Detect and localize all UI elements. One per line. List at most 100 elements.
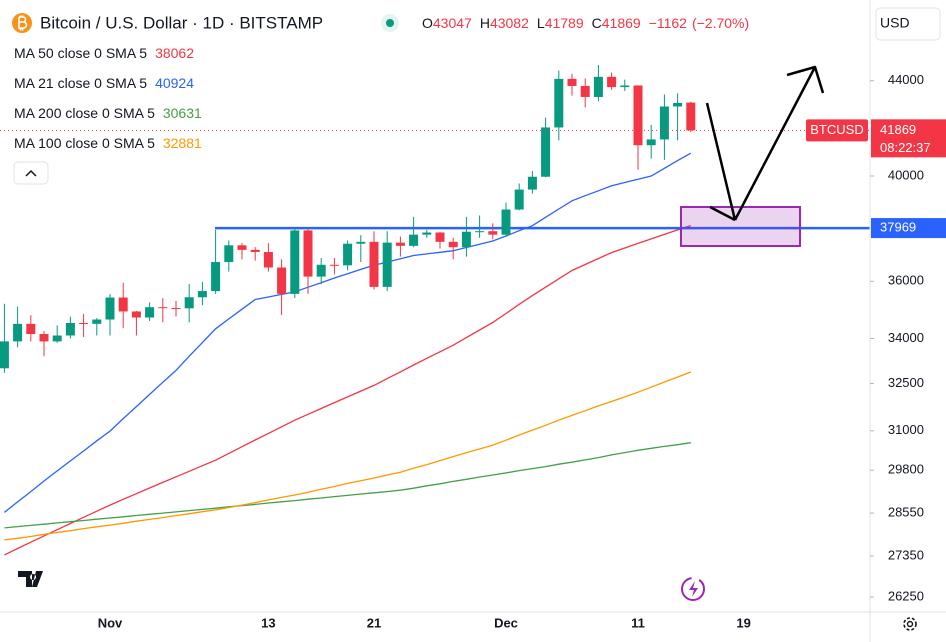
candle-body — [593, 76, 603, 97]
plot-area — [0, 64, 870, 556]
candle-body — [527, 176, 537, 190]
y-tick-label: 40000 — [888, 167, 924, 182]
settings-icon[interactable] — [903, 617, 917, 631]
price-tag: 41869 — [880, 122, 916, 137]
symbol-tag-box — [806, 119, 868, 142]
settings-hub — [906, 620, 914, 628]
y-tick-label: 26250 — [888, 588, 924, 603]
candle-body — [0, 341, 9, 369]
zone-rectangle[interactable] — [680, 206, 801, 247]
tradingview-logo[interactable] — [18, 571, 43, 587]
candle-body — [356, 241, 366, 244]
x-tick-label: 21 — [367, 615, 381, 630]
candle-body — [580, 85, 590, 97]
candle-body — [343, 243, 353, 266]
legend-value: 40924 — [155, 75, 194, 91]
candle-body — [197, 291, 207, 298]
candle-body — [382, 242, 392, 287]
ohlc-value: 41869 — [602, 15, 641, 31]
candle-body — [158, 307, 168, 309]
candle-body — [316, 264, 326, 277]
currency-label: USD — [880, 15, 910, 31]
candle-body — [567, 78, 577, 86]
countdown: 08:22:37 — [880, 140, 931, 155]
candle-body — [686, 102, 696, 131]
y-tick-label: 32500 — [888, 375, 924, 390]
symbol-tag: BTCUSD — [810, 122, 863, 137]
market-status-dot — [386, 19, 394, 27]
candle-body — [488, 231, 498, 235]
ohlc-value: 43047 — [433, 15, 472, 31]
candle-body — [461, 231, 471, 248]
x-tick-label: 11 — [631, 615, 645, 630]
candle-body — [79, 322, 89, 324]
ohlc-label: H — [480, 15, 490, 31]
candle-body — [395, 242, 405, 246]
y-tick-label: 36000 — [888, 273, 924, 288]
legend: MA 50 close 0 SMA 5 38062 MA 21 close 0 SM… — [14, 45, 202, 151]
level-tag-box — [871, 218, 946, 239]
legend-name: MA 50 close 0 SMA 5 — [14, 45, 147, 61]
candle-body — [303, 230, 313, 277]
legend-name: MA 100 close 0 SMA 5 — [14, 135, 155, 151]
x-tick-label: 19 — [736, 615, 750, 630]
collapse-icon — [25, 169, 37, 177]
ohlc-header: O43047 H43082 L41789 C41869 −1162 (−2.70%) — [422, 15, 749, 31]
legend-name: MA 21 close 0 SMA 5 — [14, 75, 147, 91]
candle-body — [52, 335, 62, 342]
bitcoin-icon — [12, 13, 32, 33]
ohlc-value: 43082 — [490, 15, 529, 31]
y-tick-label: 27350 — [888, 547, 924, 562]
candle-body — [633, 85, 643, 146]
candle-body — [329, 264, 339, 266]
candle-body — [263, 252, 273, 268]
time-axis-panel — [0, 612, 870, 642]
ohlc-value: 41789 — [545, 15, 584, 31]
candle-body — [131, 311, 141, 318]
candle-body — [171, 308, 181, 310]
candle-body — [237, 245, 247, 250]
news-icon[interactable] — [681, 577, 705, 601]
moving-average-line — [4, 442, 691, 529]
y-tick-label: 28550 — [888, 505, 924, 520]
y-tick-label: 29800 — [888, 462, 924, 477]
chart-title: Bitcoin / U.S. Dollar · 1D · BITSTAMP — [40, 13, 323, 32]
y-tick-label: 34000 — [888, 330, 924, 345]
y-tick-label: 31000 — [888, 422, 924, 437]
candle-body — [118, 297, 128, 312]
candle-body — [211, 262, 221, 292]
candle-body — [501, 209, 511, 235]
candle-body — [13, 323, 23, 342]
candle-body — [105, 297, 115, 320]
candle-body — [250, 249, 260, 253]
candle-body — [659, 106, 669, 140]
news-bolt — [689, 581, 698, 597]
collapse-legend-button[interactable] — [13, 161, 49, 185]
candle-body — [290, 230, 300, 294]
candle-body — [541, 127, 551, 177]
candle-body — [39, 334, 49, 342]
level-tag: 37969 — [880, 220, 916, 235]
legend-entry: MA 100 close 0 SMA 5 32881 — [14, 135, 202, 151]
legend-value: 30631 — [163, 105, 202, 121]
candle-body — [277, 267, 287, 294]
candle-body — [646, 139, 656, 146]
change-percent: (−2.70%) — [692, 15, 749, 31]
candle-body — [92, 319, 102, 324]
moving-average-line — [4, 224, 692, 556]
x-tick-label: Dec — [494, 615, 518, 630]
y-tick-label: 44000 — [888, 72, 924, 87]
candle-body — [673, 102, 683, 107]
legend-value: 38062 — [155, 45, 194, 61]
moving-average-line — [4, 371, 692, 541]
forecast-arrows[interactable] — [705, 65, 825, 222]
candle-body — [65, 322, 75, 336]
candle-body — [369, 241, 379, 287]
currency-button[interactable] — [875, 7, 941, 41]
candle-body — [26, 323, 36, 335]
candle-body — [607, 76, 617, 88]
x-tick-label: 13 — [261, 615, 275, 630]
ohlc-label: L — [537, 15, 545, 31]
